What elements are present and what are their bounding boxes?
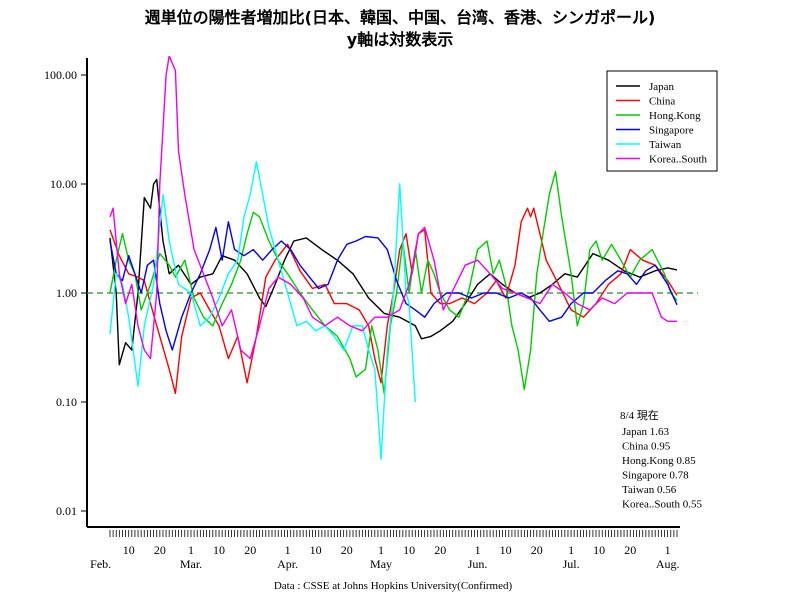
data-source-caption: Data : CSSE at Johns Hopkins University(… <box>274 580 513 592</box>
annotation-title: 8/4 現在 <box>620 409 659 422</box>
x-tick-label: 20 <box>341 543 353 557</box>
y-tick-label: 100.00 <box>44 68 77 82</box>
legend-label: Taiwan <box>649 139 682 151</box>
x-tick-label: 20 <box>531 543 543 557</box>
x-tick-label: 20 <box>154 543 166 557</box>
x-tick-label: 10 <box>593 543 605 557</box>
annotation-line: Taiwan 0.56 <box>622 484 677 496</box>
x-tick-label: 1 <box>568 543 574 557</box>
series-line-singapore <box>109 221 678 351</box>
series-line-taiwan <box>109 161 416 460</box>
series-line-korea-south <box>109 56 677 360</box>
x-tick-label: 1 <box>475 543 481 557</box>
x-tick-label: 10 <box>213 543 225 557</box>
y-tick-label: 10.00 <box>50 177 77 191</box>
x-month-label: Jul. <box>563 557 580 571</box>
x-month-label: May <box>370 557 392 571</box>
series-line-hong-kong <box>109 170 678 395</box>
legend-label: Korea..South <box>649 154 708 166</box>
latest-values-annotation: 8/4 現在 Japan 1.63 China 0.95 Hong.Kong 0.85… <box>620 409 703 511</box>
x-month-label: Apr. <box>277 557 298 571</box>
legend-label: Singapore <box>649 125 694 137</box>
y-tick-label: 0.01 <box>56 504 77 518</box>
legend: Japan China Hong.Kong Singapore Taiwan Korea.… <box>606 70 718 172</box>
legend-label: China <box>649 96 675 108</box>
x-month-label: Feb. <box>90 557 111 571</box>
legend-label: Japan <box>649 81 675 93</box>
x-tick-label: 10 <box>500 543 512 557</box>
x-tick-label: 1 <box>665 543 671 557</box>
annotation-line: China 0.95 <box>622 441 671 453</box>
x-month-label: Aug. <box>656 557 680 571</box>
x-tick-label: 10 <box>123 543 135 557</box>
annotation-line: Japan 1.63 <box>622 426 670 438</box>
x-tick-label: 10 <box>403 543 415 557</box>
x-tick-label: 1 <box>188 543 194 557</box>
annotation-line: Singapore 0.78 <box>622 470 689 482</box>
annotation-line: Hong.Kong 0.85 <box>622 455 696 467</box>
legend-box <box>606 70 718 172</box>
x-month-label: Jun. <box>468 557 488 571</box>
legend-label: Hong.Kong <box>649 110 701 122</box>
chart-title: 週単位の陽性者増加比(日本、韓国、中国、台湾、香港、シンガポール) <box>145 8 656 27</box>
y-tick-label: 1.00 <box>56 286 77 300</box>
x-tick-label: 20 <box>244 543 256 557</box>
x-month-label: Mar. <box>180 557 202 571</box>
x-tick-label: 20 <box>624 543 636 557</box>
x-tick-label: 1 <box>285 543 291 557</box>
x-tick-label: 1 <box>378 543 384 557</box>
series-lines <box>109 56 678 460</box>
y-tick-label: 0.10 <box>56 395 77 409</box>
x-tick-label: 10 <box>310 543 322 557</box>
chart-subtitle: y軸は対数表示 <box>347 30 453 49</box>
annotation-line: Korea..South 0.55 <box>622 499 703 511</box>
x-tick-label: 20 <box>434 543 446 557</box>
